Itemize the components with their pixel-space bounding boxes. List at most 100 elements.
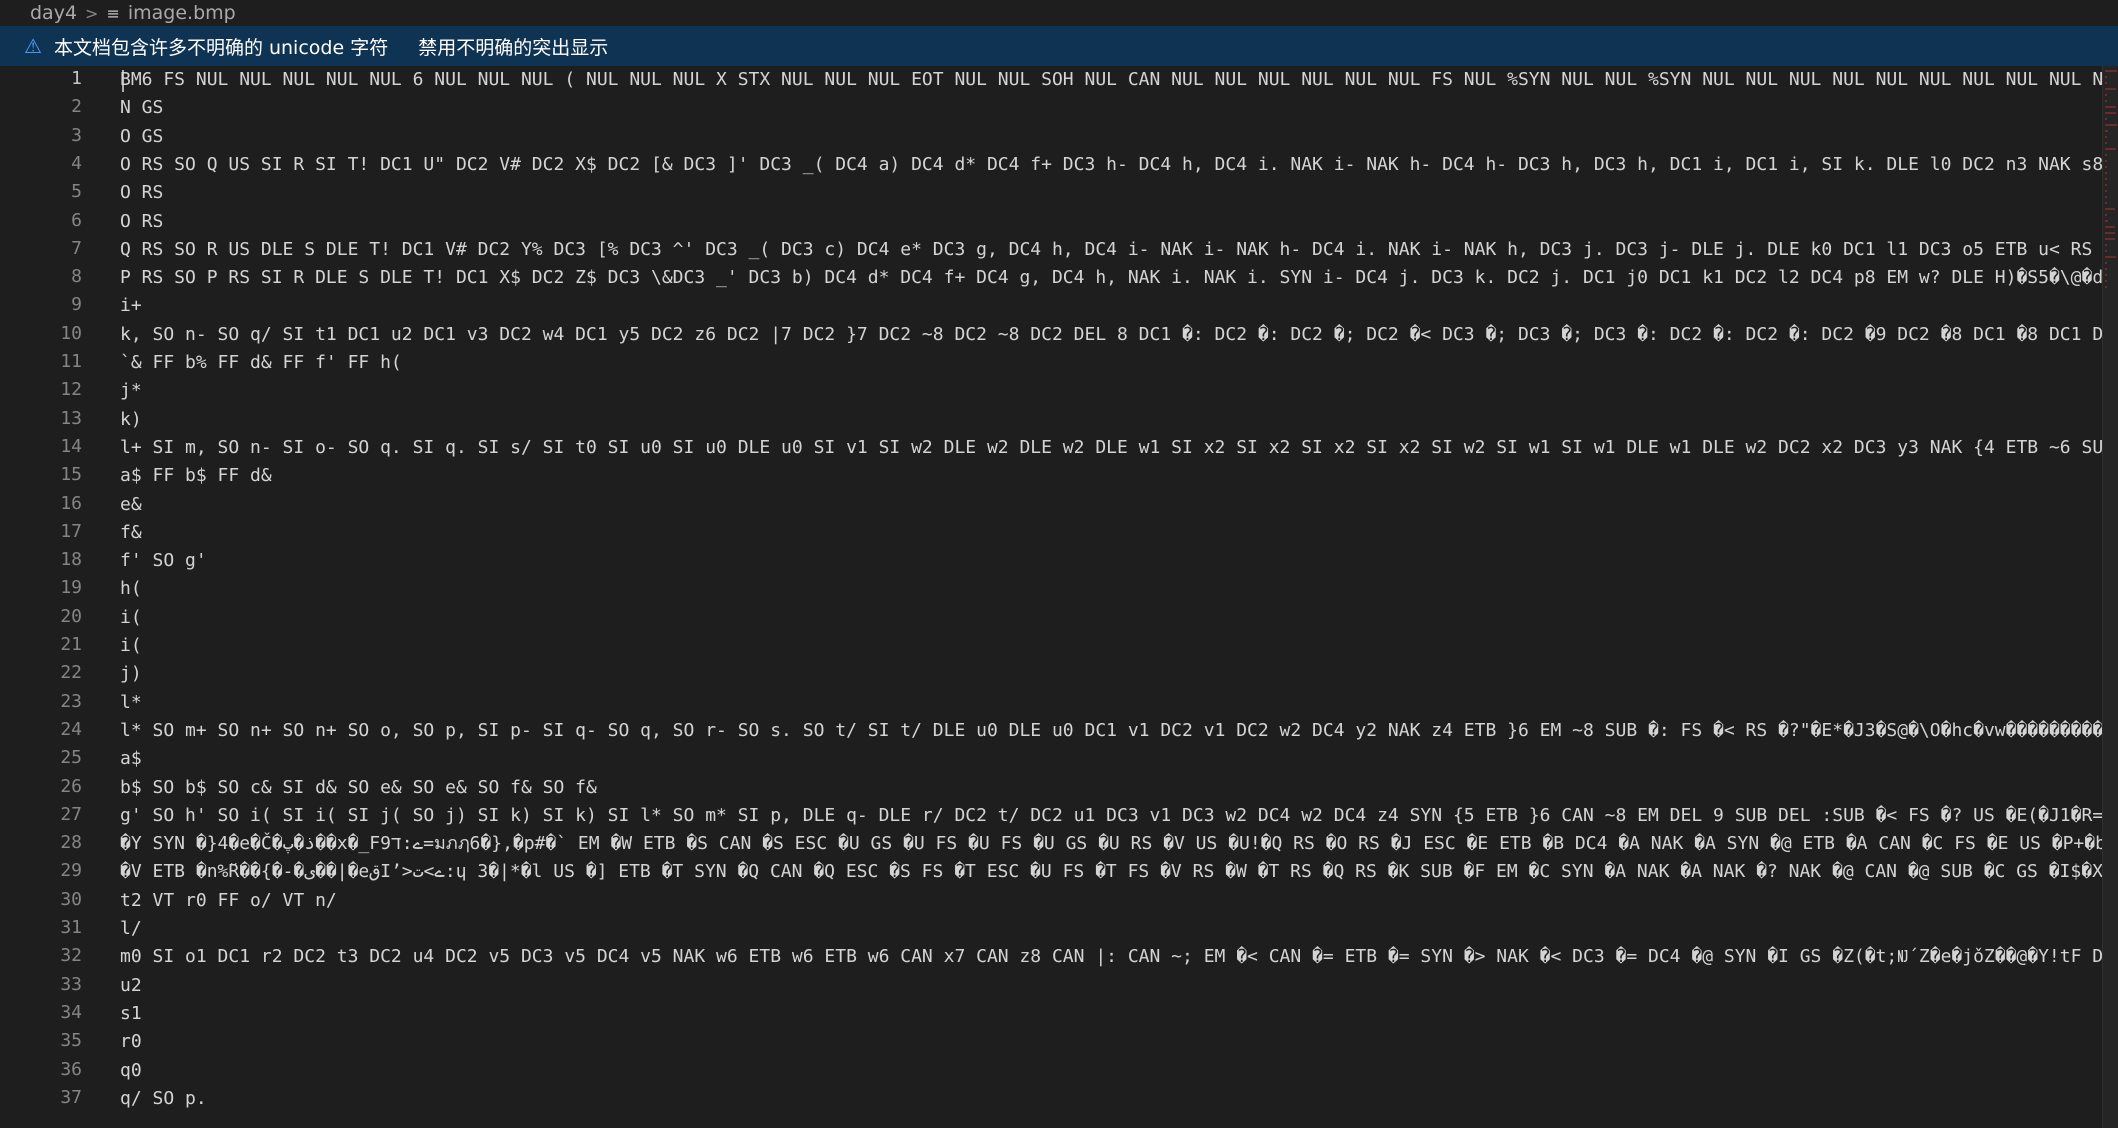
line-number: 9 bbox=[71, 294, 82, 315]
line-number: 5 bbox=[71, 181, 82, 202]
minimap-line bbox=[2105, 82, 2107, 84]
breadcrumb-folder[interactable]: day4 bbox=[30, 2, 78, 24]
code-line[interactable]: r0 bbox=[120, 1031, 142, 1052]
minimap[interactable] bbox=[2102, 66, 2118, 1128]
line-number: 19 bbox=[60, 577, 82, 598]
code-line[interactable]: j) bbox=[120, 663, 142, 684]
line-number: 29 bbox=[60, 860, 82, 881]
minimap-line bbox=[2105, 160, 2107, 162]
line-number: 20 bbox=[60, 606, 82, 627]
code-line[interactable]: N GS bbox=[120, 97, 164, 118]
minimap-line bbox=[2105, 178, 2107, 180]
code-line[interactable]: f' SO g' bbox=[120, 550, 207, 571]
code-line[interactable]: b$ SO b$ SO c& SI d& SO e& SO e& SO f& S… bbox=[120, 777, 597, 798]
line-number: 7 bbox=[71, 238, 82, 259]
minimap-line bbox=[2105, 238, 2115, 240]
minimap-line bbox=[2105, 94, 2107, 96]
minimap-line bbox=[2105, 262, 2107, 264]
line-number: 30 bbox=[60, 889, 82, 910]
line-number: 34 bbox=[60, 1002, 82, 1023]
code-line[interactable]: j* bbox=[120, 380, 142, 401]
line-number: 15 bbox=[60, 464, 82, 485]
code-line[interactable]: BM6 FS NUL NUL NUL NUL NUL 6 NUL NUL NUL… bbox=[120, 69, 2102, 90]
line-number: 16 bbox=[60, 493, 82, 514]
minimap-line bbox=[2105, 166, 2107, 168]
code-line[interactable]: P RS SO P RS SI R DLE S DLE T! DC1 X$ DC… bbox=[120, 267, 2102, 288]
minimap-line bbox=[2105, 214, 2107, 216]
minimap-line bbox=[2105, 118, 2107, 120]
minimap-line bbox=[2105, 130, 2108, 132]
breadcrumb: day4 > ≡ image.bmp bbox=[0, 0, 2118, 26]
code-line[interactable]: i+ bbox=[120, 295, 142, 316]
editor-text-area[interactable]: BM6 FS NUL NUL NUL NUL NUL 6 NUL NUL NUL… bbox=[112, 66, 2102, 1128]
code-line[interactable]: l/ bbox=[120, 918, 142, 939]
line-number: 33 bbox=[60, 974, 82, 995]
minimap-line bbox=[2105, 100, 2107, 102]
minimap-line bbox=[2105, 280, 2107, 282]
code-line[interactable]: l* bbox=[120, 692, 142, 713]
line-number: 32 bbox=[60, 945, 82, 966]
line-number: 11 bbox=[60, 351, 82, 372]
line-number: 21 bbox=[60, 634, 82, 655]
line-number: 17 bbox=[60, 521, 82, 542]
minimap-line bbox=[2105, 148, 2116, 150]
code-line[interactable]: i( bbox=[120, 607, 142, 628]
code-line[interactable]: t2 VT r0 FF o/ VT n/ bbox=[120, 890, 337, 911]
code-line[interactable]: k, SO n- SO q/ SI t1 DC1 u2 DC1 v3 DC2 w… bbox=[120, 324, 2102, 345]
line-number: 10 bbox=[60, 323, 82, 344]
code-line[interactable]: q0 bbox=[120, 1060, 142, 1081]
code-line[interactable]: h( bbox=[120, 578, 142, 599]
line-number-gutter: 1 2 3 4 5 6 7 8 9 10 11 12 13 14 15 16 17 18 19 20 21 22 23 24 2… bbox=[0, 66, 112, 1128]
minimap-line bbox=[2105, 70, 2117, 72]
code-line[interactable]: u2 bbox=[120, 975, 142, 996]
minimap-line bbox=[2105, 124, 2117, 126]
line-number: 24 bbox=[60, 719, 82, 740]
minimap-line bbox=[2105, 172, 2107, 174]
disable-highlight-link[interactable]: 禁用不明确的突出显示 bbox=[418, 36, 609, 59]
code-line[interactable]: e& bbox=[120, 494, 142, 515]
chevron-right-icon: > bbox=[85, 3, 99, 23]
line-number: 23 bbox=[60, 691, 82, 712]
minimap-line bbox=[2105, 184, 2107, 186]
line-number: 18 bbox=[60, 549, 82, 570]
code-line[interactable]: Q RS SO R US DLE S DLE T! DC1 V# DC2 Y% … bbox=[120, 239, 2093, 260]
code-line[interactable]: q/ SO p. bbox=[120, 1088, 207, 1109]
line-number: 25 bbox=[60, 747, 82, 768]
text-cursor bbox=[122, 70, 124, 92]
line-number: 6 bbox=[71, 210, 82, 231]
minimap-line bbox=[2105, 244, 2107, 246]
minimap-line bbox=[2105, 88, 2116, 90]
code-line[interactable]: �Y SYN �}4�e�Č�ذ�پ��x�_F9ے:ד=มภฦ6�},�p#�… bbox=[120, 833, 2102, 854]
minimap-line bbox=[2105, 154, 2107, 156]
code-line[interactable]: O RS SO Q US SI R SI T! DC1 U" DC2 V# DC… bbox=[120, 154, 2102, 175]
minimap-line bbox=[2105, 136, 2107, 138]
code-line[interactable]: g' SO h' SO i( SI i( SI j( SO j) SI k) S… bbox=[120, 805, 2102, 826]
file-lines-icon: ≡ bbox=[106, 3, 120, 23]
code-line[interactable]: �V ETB �n%̆R��{�-�ی��|�eقI’>ے>ت:ɥ 3�|*�l… bbox=[120, 861, 2102, 882]
minimap-line bbox=[2105, 76, 2107, 78]
code-line[interactable]: f& bbox=[120, 522, 142, 543]
code-line[interactable]: O GS bbox=[120, 126, 164, 147]
minimap-line bbox=[2105, 250, 2107, 252]
line-number: 27 bbox=[60, 804, 82, 825]
code-line[interactable]: m0 SI o1 DC1 r2 DC2 t3 DC2 u4 DC2 v5 DC3… bbox=[120, 946, 2102, 967]
line-number: 1 bbox=[71, 68, 82, 89]
code-line[interactable]: O RS bbox=[120, 182, 164, 203]
code-line[interactable]: a$ bbox=[120, 748, 142, 769]
code-line[interactable]: k) bbox=[120, 409, 142, 430]
line-number: 8 bbox=[71, 266, 82, 287]
code-line[interactable]: O RS bbox=[120, 211, 164, 232]
code-line[interactable]: `& FF b% FF d& FF f' FF h( bbox=[120, 352, 402, 373]
minimap-line bbox=[2105, 106, 2116, 108]
code-line[interactable]: l+ SI m, SO n- SI o- SO q. SI q. SI s/ S… bbox=[120, 437, 2102, 458]
minimap-line bbox=[2105, 190, 2107, 192]
code-line[interactable]: i( bbox=[120, 635, 142, 656]
breadcrumb-file[interactable]: image.bmp bbox=[127, 2, 236, 24]
notice-message: 本文档包含许多不明确的 unicode 字符 bbox=[53, 36, 389, 59]
minimap-line bbox=[2105, 196, 2107, 198]
line-number: 2 bbox=[71, 96, 82, 117]
code-line[interactable]: l* SO m+ SO n+ SO n+ SO o, SO p, SI p- S… bbox=[120, 720, 2102, 741]
code-line[interactable]: a$ FF b$ FF d& bbox=[120, 465, 272, 486]
minimap-line bbox=[2105, 112, 2116, 114]
code-line[interactable]: s1 bbox=[120, 1003, 142, 1024]
